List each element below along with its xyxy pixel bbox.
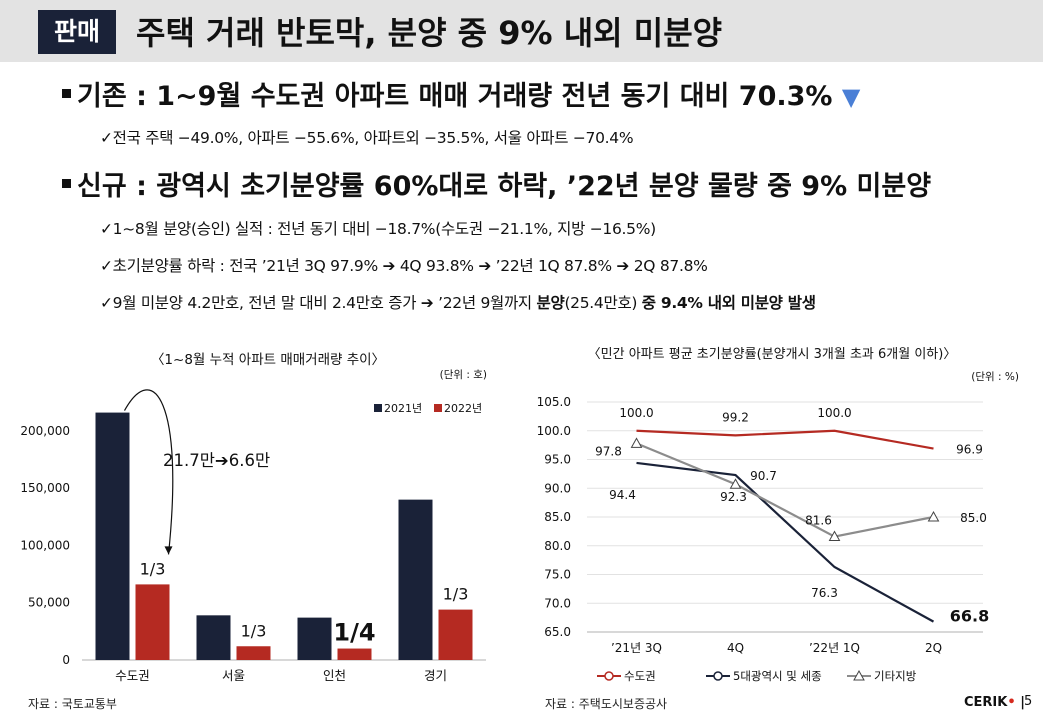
- bullet-square-icon: [62, 89, 71, 98]
- bullet-new-sub-3: ✓9월 미분양 4.2만호, 전년 말 대비 2.4만호 증가 ➔ ’22년 9…: [100, 294, 816, 312]
- x-tick-label: 서울: [222, 668, 245, 683]
- bullet-new-text: 신규 : 광역시 초기분양률 60%대로 하락, ’22년 분양 물량 중 9%…: [77, 171, 932, 202]
- data-label: 66.8: [950, 607, 989, 626]
- bar-chart-annotation: 21.7만➔6.6만: [163, 451, 270, 470]
- x-tick-label: 인천: [323, 668, 346, 683]
- y-tick-label: 75.0: [544, 568, 571, 582]
- data-label: 100.0: [619, 406, 653, 420]
- data-label: 94.4: [609, 488, 636, 502]
- y-tick-label: 80.0: [544, 539, 571, 553]
- bullet-existing-text: 기존 : 1~9월 수도권 아파트 매매 거래량 전년 동기 대비 70.3%: [77, 81, 833, 112]
- section-tag: 판매: [38, 10, 116, 54]
- x-tick-label: ’22년 1Q: [809, 641, 860, 655]
- bar-2021: [196, 615, 231, 660]
- data-label: 96.9: [956, 443, 983, 457]
- legend-circle-icon: [713, 671, 723, 681]
- line-chart-unit: (단위 : %): [971, 370, 1019, 383]
- y-tick-label: 105.0: [537, 395, 571, 409]
- legend-label: 5대광역시 및 세종: [733, 669, 822, 683]
- series-line-0: [636, 429, 934, 450]
- bar-2022: [438, 609, 473, 660]
- bullet-new: 신규 : 광역시 초기분양률 60%대로 하락, ’22년 분양 물량 중 9%…: [62, 164, 931, 203]
- arrow-head-icon: [164, 546, 173, 555]
- bullet-existing-sub-1: ✓전국 주택 −49.0%, 아파트 −55.6%, 아파트외 −35.5%, …: [100, 129, 634, 147]
- triangle-marker: [630, 437, 643, 448]
- bar-ratio-label: 1/3: [140, 559, 166, 578]
- page-number: 5: [1024, 694, 1033, 709]
- annotation-arrow: [123, 389, 174, 555]
- page-title: 주택 거래 반토막, 분양 중 9% 내외 미분양: [136, 14, 723, 52]
- y-tick-label: 150,000: [20, 481, 70, 495]
- y-tick-label: 100.0: [537, 424, 571, 438]
- line-chart-source: 자료 : 주택도시보증공사: [545, 697, 668, 711]
- x-tick-label: 수도권: [115, 668, 150, 683]
- bar-ratio-label: 1/4: [333, 619, 375, 647]
- cerik-logo: CERIK• |: [964, 695, 1025, 710]
- y-tick-label: 65.0: [544, 625, 571, 639]
- data-label: 92.3: [720, 490, 747, 504]
- header-band: [0, 0, 1043, 62]
- data-label: 100.0: [817, 406, 851, 420]
- y-tick-label: 0: [62, 653, 70, 667]
- x-tick-label: 경기: [424, 668, 447, 683]
- y-tick-label: 100,000: [20, 538, 70, 552]
- legend-label: 수도권: [624, 669, 656, 683]
- data-label: 81.6: [805, 514, 832, 528]
- bar-2021: [297, 617, 332, 660]
- down-triangle-icon: ▼: [841, 83, 861, 111]
- x-tick-label: 4Q: [727, 641, 744, 655]
- legend-swatch: [434, 404, 442, 412]
- triangle-marker: [927, 510, 940, 522]
- series-line-2: [636, 442, 934, 538]
- bar-2022: [236, 646, 271, 660]
- x-tick-label: 2Q: [925, 641, 942, 655]
- y-tick-label: 90.0: [544, 481, 571, 495]
- data-label: 76.3: [811, 586, 838, 600]
- line-chart-title: 〈민간 아파트 평균 초기분양률(분양개시 3개월 초과 6개월 이하)〉: [588, 347, 957, 362]
- bullet-square-icon: [62, 179, 71, 188]
- bar-2022: [337, 648, 372, 660]
- data-label: 99.2: [722, 410, 749, 424]
- data-label: 85.0: [960, 511, 987, 525]
- data-label: 97.8: [595, 444, 622, 458]
- legend-triangle-icon: [853, 669, 865, 681]
- legend-label: 2022년: [444, 402, 482, 415]
- x-tick-label: ’21년 3Q: [611, 641, 662, 655]
- legend-swatch: [374, 404, 382, 412]
- triangle-marker: [828, 530, 841, 542]
- triangle-marker: [729, 478, 742, 489]
- y-tick-label: 200,000: [20, 424, 70, 438]
- y-tick-label: 85.0: [544, 510, 571, 524]
- bar-ratio-label: 1/3: [241, 621, 267, 640]
- logo-dot-icon: •: [1007, 695, 1016, 710]
- bar-ratio-label: 1/3: [443, 585, 469, 604]
- legend-label: 2021년: [384, 402, 422, 415]
- bar-chart-title: 〈1~8월 누적 아파트 매매거래량 추이〉: [151, 352, 385, 368]
- bullet-new-sub-2: ✓초기분양률 하락 : 전국 ’21년 3Q 97.9% ➔ 4Q 93.8% …: [100, 257, 708, 275]
- y-tick-label: 70.0: [544, 596, 571, 610]
- bar-2021: [398, 499, 433, 660]
- bullet-existing: 기존 : 1~9월 수도권 아파트 매매 거래량 전년 동기 대비 70.3% …: [62, 74, 860, 113]
- bar-chart-source: 자료 : 국토교통부: [28, 697, 117, 711]
- y-tick-label: 95.0: [544, 453, 571, 467]
- bar-chart-unit: (단위 : 호): [440, 368, 487, 381]
- bar-2022: [135, 584, 170, 660]
- data-label: 90.7: [750, 469, 777, 483]
- legend-label: 기타지방: [874, 669, 917, 683]
- y-tick-label: 50,000: [28, 596, 70, 610]
- series-line-1: [636, 461, 935, 623]
- bar-2021: [95, 412, 130, 660]
- bullet-new-sub-1: ✓1~8월 분양(승인) 실적 : 전년 동기 대비 −18.7%(수도권 −2…: [100, 220, 656, 238]
- legend-circle-icon: [604, 671, 614, 681]
